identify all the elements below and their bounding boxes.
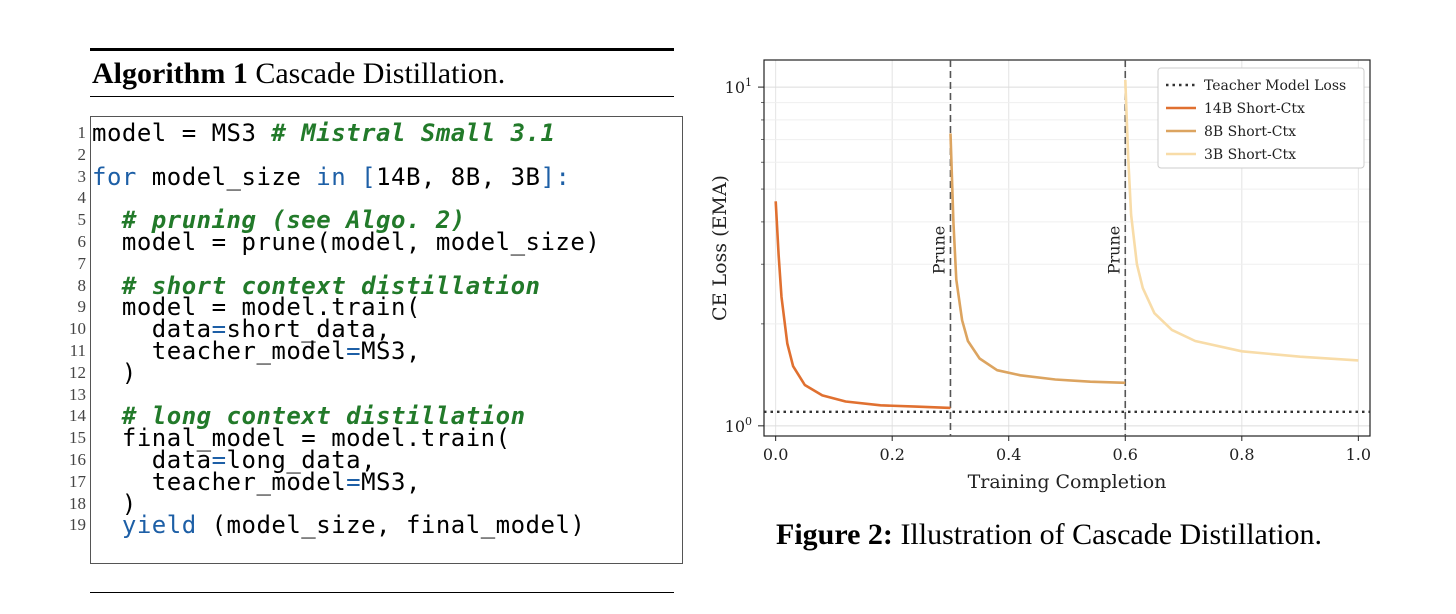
line-number: 15 [69,428,86,448]
code-text: yield (model_size, final_model) [121,511,586,540]
legend-entry: 3B Short-Ctx [1204,147,1296,163]
x-tick-label: 0.4 [996,445,1021,464]
line-number: 4 [77,188,87,208]
code-text: # pruning (see Algo. 2) [121,206,466,235]
code-text: model = prune(model, model_size) [92,228,601,256]
legend-entry: Teacher Model Loss [1204,78,1346,94]
algorithm-title-rule [90,96,674,97]
code-listing: 1 model = MS3 # Mistral Small 3.1 2 3 for mo… [69,116,683,564]
figure-caption-text: Illustration of Cascade Distillation. [900,518,1323,551]
code-text: for model_size in [14B, 8B, 3B]: [92,162,571,191]
line-number: 18 [69,493,86,513]
y-axis-label: CE Loss (EMA) [709,175,731,321]
algorithm-name: Cascade Distillation. [255,57,506,90]
code-text: ) [92,358,137,387]
code-text: data=long_data, [92,446,377,474]
line-number: 13 [69,384,86,404]
algorithm-block: Algorithm 1 Cascade Distillation. 1 model… [69,48,683,594]
line-number: 7 [77,253,87,273]
x-axis-label: Training Completion [968,471,1167,493]
figure-label: Figure 2: [776,518,893,551]
series-line [774,201,951,410]
line-number: 11 [69,341,86,360]
x-tick-label: 0.6 [1113,445,1138,464]
algorithm-title: Algorithm 1 Cascade Distillation. [92,57,505,91]
series-line [1124,79,1359,362]
y-tick-label: 101 [725,76,752,97]
line-number: 12 [69,362,86,382]
line-number: 1 [77,123,87,142]
line-number: 9 [77,297,87,317]
loss-chart: 0.0 0.2 0.4 0.6 0.8 1.0 100 101 Training Complet… [700,40,1400,500]
algorithm-label: Algorithm 1 [92,57,248,90]
algorithm-top-rule [90,48,674,51]
code-text: teacher_model=MS3, [92,467,421,496]
y-tick-label: 100 [725,415,752,436]
prune-label: Prune [929,226,948,275]
code-text: model = model.train( [92,293,421,322]
line-number: 5 [77,210,87,230]
figure-caption: Figure 2: Illustration of Cascade Distil… [776,518,1322,552]
legend-box [1157,67,1365,169]
legend-entry: 14B Short-Ctx [1204,101,1305,117]
x-tick-label: 1.0 [1346,445,1371,464]
x-tick-label: 0.2 [879,445,904,464]
x-tick-label: 0.0 [763,445,788,464]
line-number: 19 [69,515,86,535]
x-tick-label: 0.8 [1229,445,1254,464]
series-line [949,133,1126,385]
line-number: 16 [69,450,86,469]
prune-label: Prune [1104,226,1123,275]
code-text: # short context distillation [121,271,541,300]
line-number: 17 [69,471,86,491]
plot-frame [763,59,1371,437]
line-number: 6 [77,232,87,251]
code-text: model = MS3 # Mistral Small 3.1 [92,119,556,147]
line-number: 14 [69,406,86,426]
code-text: final_model = model.train( [92,424,511,453]
code-text: ) [92,489,137,518]
algorithm-bottom-rule [90,592,674,593]
code-text: # long context distillation [121,402,526,431]
line-number: 8 [77,275,87,295]
loss-chart-svg: 0.0 0.2 0.4 0.6 0.8 1.0 100 101 Training Complet… [709,59,1371,493]
code-text: teacher_model=MS3, [92,337,421,365]
code-text: data=short_data, [92,315,391,344]
line-number: 10 [69,319,86,339]
line-number: 3 [77,166,87,186]
legend-entry: 8B Short-Ctx [1204,124,1296,140]
line-number: 2 [77,144,87,164]
